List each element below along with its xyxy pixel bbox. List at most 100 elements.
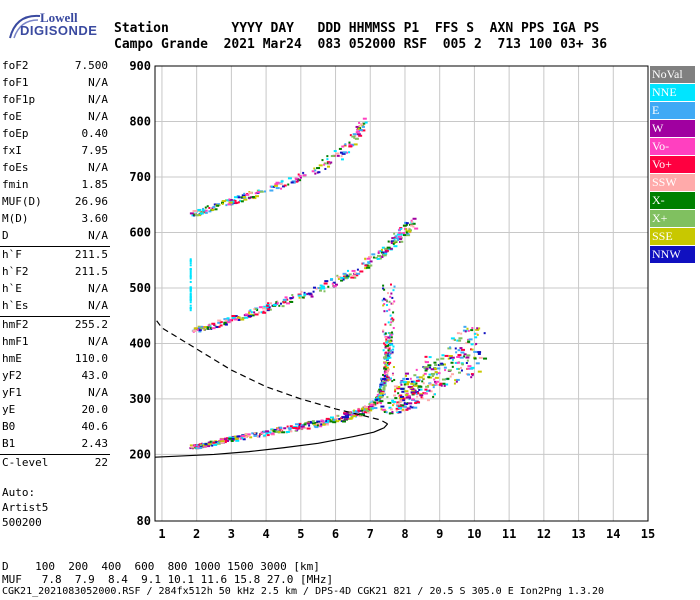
echo-point [460,332,463,335]
echo-point [429,390,433,393]
echo-point [234,437,239,440]
echo-point [385,353,388,356]
echo-point [258,311,261,314]
echo-point [376,393,379,396]
echo-point [193,444,196,447]
echo-point [208,444,213,447]
echo-point [233,196,238,199]
echo-point [314,421,319,424]
echo-point [388,350,392,353]
echo-point [417,392,420,395]
echo-point [346,417,349,420]
echo-point [342,275,346,278]
echo-point [385,411,388,414]
x-tick-label: 11 [502,527,516,541]
echo-point [209,325,212,328]
echo-point [426,366,430,369]
echo-point [463,325,467,328]
echo-point [231,436,236,439]
echo-point [433,393,436,396]
echo-point [455,378,460,381]
echo-point [226,321,231,324]
echo-point [280,180,284,183]
param-name: foEs [2,161,29,174]
echo-point [476,333,479,336]
echo-point [384,250,388,253]
echo-point [393,232,396,235]
echo-point [198,326,203,329]
echo-point [189,297,192,300]
param-name: B1 [2,437,16,450]
echo-point [388,363,391,366]
echo-point [257,191,261,194]
echo-point [262,430,267,433]
echo-point [274,183,279,186]
echo-point [206,327,209,330]
echo-point [415,382,418,385]
echo-point [379,389,382,392]
x-tick-label: 2 [193,527,200,541]
echo-point [428,382,432,385]
echo-point [398,231,402,234]
echo-point [386,374,389,377]
echo-point [421,380,424,383]
echo-point [459,347,463,350]
param-name: foE [2,110,22,123]
echo-point [216,204,220,207]
echo-point [425,385,430,388]
echo-point [405,228,408,231]
echo-point [364,264,368,267]
echo-point [387,356,390,359]
echo-point [397,238,400,241]
echo-point [388,406,392,409]
echo-point [399,400,403,403]
echo-point [231,314,236,317]
echo-point [337,414,340,417]
echo-point [282,301,286,304]
x-tick-label: 14 [606,527,620,541]
echo-point [295,428,298,431]
echo-point [340,155,343,158]
echo-point [400,233,403,236]
echo-point [330,416,335,419]
echo-point [303,423,307,426]
echo-point [393,300,396,303]
echo-point [189,299,192,302]
echo-point [325,417,330,420]
echo-point [269,189,274,192]
echo-point [246,433,251,436]
echo-point [380,248,383,251]
echo-point [470,373,474,376]
param-value: 40.6 [81,420,109,433]
echo-point [211,440,214,443]
echo-point [270,185,273,188]
echo-point [443,384,446,387]
echo-point [287,177,292,180]
echo-point [219,324,223,327]
echo-point [408,229,411,232]
echo-point [248,191,251,194]
echo-point [404,390,409,393]
echo-point [326,161,330,164]
echo-point [192,210,197,213]
echo-point [279,427,283,430]
echo-point [384,323,387,326]
echo-point [381,246,385,249]
echo-point [382,373,385,376]
echo-point [213,203,217,206]
echo-point [314,426,319,429]
echo-point [276,302,279,305]
echo-point [382,393,386,396]
echo-point [320,423,323,426]
echo-point [298,296,301,299]
echo-point [195,444,198,447]
echo-point [302,174,307,177]
param-value: 0.40 [81,127,109,140]
echo-point [306,427,311,430]
echo-point [256,309,259,312]
echo-point [451,373,455,376]
echo-point [477,352,481,355]
echo-point [335,414,339,417]
legend-item: E [650,102,695,119]
echo-point [383,247,388,250]
